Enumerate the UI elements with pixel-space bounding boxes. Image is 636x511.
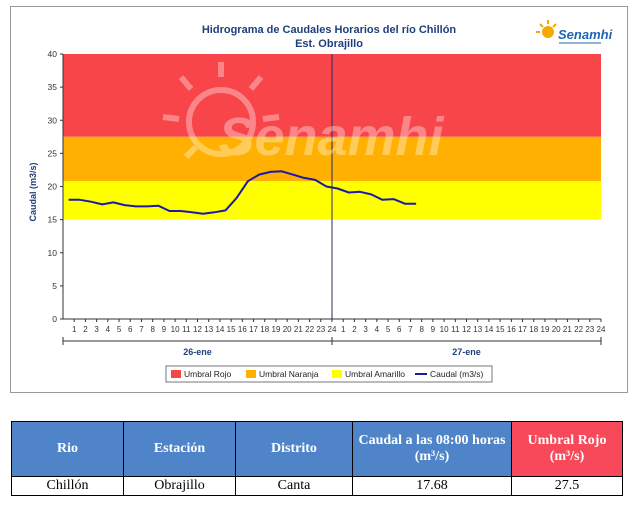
x-tick-label: 18 (529, 325, 538, 334)
table-header-row: Rio Estación Distrito Caudal a las 08:00… (11, 421, 623, 477)
watermark: Senamhi (162, 62, 445, 167)
x-tick-label: 19 (541, 325, 550, 334)
x-tick-label: 9 (162, 325, 167, 334)
x-tick-label: 6 (128, 325, 133, 334)
day-label: 27-ene (452, 347, 481, 357)
header-estacion: Estación (123, 421, 236, 477)
station-info-table: Rio Estación Distrito Caudal a las 08:00… (11, 421, 623, 496)
x-tick-label: 7 (408, 325, 413, 334)
cell-umbral-rojo: 27.5 (511, 476, 623, 496)
y-tick-label: 20 (48, 182, 58, 192)
watermark-sun-icon (162, 62, 280, 160)
cell-distrito: Canta (235, 476, 353, 496)
x-tick-label: 13 (473, 325, 482, 334)
watermark-text: Senamhi (218, 107, 444, 167)
chart-subtitle: Est. Obrajillo (295, 38, 363, 50)
cell-estacion: Obrajillo (123, 476, 236, 496)
y-axis-label: Caudal (m3/s) (28, 162, 38, 221)
x-tick-label: 5 (386, 325, 391, 334)
x-tick-label: 5 (117, 325, 122, 334)
y-tick-label: 40 (48, 49, 58, 59)
y-tick-label: 0 (52, 314, 57, 324)
legend-label-red: Umbral Rojo (184, 369, 232, 379)
x-tick-label: 23 (585, 325, 594, 334)
x-tick-label: 6 (397, 325, 402, 334)
x-tick-label: 18 (260, 325, 269, 334)
x-tick-label: 14 (215, 325, 224, 334)
y-tick-label: 25 (48, 148, 58, 158)
x-tick-label: 20 (283, 325, 292, 334)
x-tick-label: 21 (563, 325, 572, 334)
y-tick-label: 10 (48, 248, 58, 258)
x-tick-label: 3 (94, 325, 99, 334)
legend-swatch-red (171, 370, 181, 378)
x-tick-label: 8 (419, 325, 424, 334)
x-tick-label: 17 (249, 325, 258, 334)
x-tick-label: 12 (193, 325, 202, 334)
x-tick-label: 1 (72, 325, 77, 334)
logo-text: Senamhi (558, 27, 613, 42)
cell-caudal: 17.68 (352, 476, 512, 496)
x-tick-label: 21 (294, 325, 303, 334)
x-tick-label: 11 (451, 325, 460, 334)
x-tick-label: 7 (139, 325, 144, 334)
x-tick-label: 3 (363, 325, 368, 334)
x-tick-label: 8 (150, 325, 155, 334)
x-tick-label: 10 (171, 325, 180, 334)
x-tick-label: 22 (305, 325, 314, 334)
x-tick-label: 12 (462, 325, 471, 334)
x-tick-label: 19 (272, 325, 281, 334)
chart-frame: Hidrograma de Caudales Horarios del río … (10, 6, 628, 393)
x-tick-label: 13 (204, 325, 213, 334)
senamhi-logo: Senamhi (536, 20, 613, 44)
y-tick-label: 35 (48, 82, 58, 92)
legend-swatch-orange (246, 370, 256, 378)
y-tick-label: 30 (48, 115, 58, 125)
chart-title: Hidrograma de Caudales Horarios del río … (202, 24, 457, 36)
x-tick-label: 16 (238, 325, 247, 334)
legend-label-orange: Umbral Naranja (259, 369, 319, 379)
sun-icon (536, 20, 557, 38)
x-tick-label: 4 (375, 325, 380, 334)
x-tick-label: 10 (440, 325, 449, 334)
header-rio: Rio (11, 421, 124, 477)
x-tick-label: 9 (431, 325, 436, 334)
x-tick-label: 1 (341, 325, 346, 334)
x-tick-label: 23 (316, 325, 325, 334)
x-tick-label: 24 (597, 325, 606, 334)
table-row: Chillón Obrajillo Canta 17.68 27.5 (11, 476, 623, 496)
x-tick-label: 2 (352, 325, 357, 334)
caudal-line (68, 170, 417, 215)
y-tick-label: 5 (52, 281, 57, 291)
x-tick-label: 22 (574, 325, 583, 334)
x-tick-label: 24 (328, 325, 337, 334)
x-tick-label: 16 (507, 325, 516, 334)
legend-label-caudal: Caudal (m3/s) (430, 369, 484, 379)
cell-rio: Chillón (11, 476, 124, 496)
legend: Umbral Rojo Umbral Naranja Umbral Amaril… (165, 365, 493, 383)
hydrograph-chart: Hidrograma de Caudales Horarios del río … (28, 20, 613, 383)
x-tick-label: 2 (83, 325, 88, 334)
x-tick-label: 14 (484, 325, 493, 334)
header-umbral-rojo: Umbral Rojo (m³/s) (511, 421, 623, 477)
legend-swatch-yellow (332, 370, 342, 378)
x-tick-label: 20 (552, 325, 561, 334)
x-tick-label: 15 (227, 325, 236, 334)
header-caudal: Caudal a las 08:00 horas (m³/s) (352, 421, 512, 477)
x-tick-label: 17 (518, 325, 527, 334)
plot-area (63, 54, 601, 319)
day-label: 26-ene (183, 347, 212, 357)
legend-label-yellow: Umbral Amarillo (345, 369, 405, 379)
x-tick-label: 11 (182, 325, 191, 334)
x-tick-label: 15 (496, 325, 505, 334)
x-tick-label: 4 (106, 325, 111, 334)
y-tick-label: 15 (48, 215, 58, 225)
header-distrito: Distrito (235, 421, 353, 477)
